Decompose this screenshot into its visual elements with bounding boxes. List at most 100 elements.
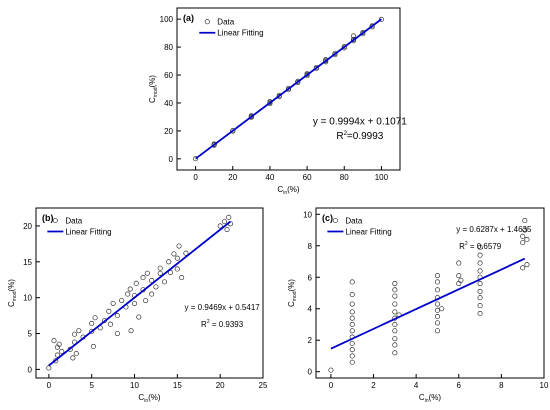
data-point [456,281,462,287]
fit-line [195,18,382,160]
data-point [349,315,355,321]
y-tick-label: 0 [308,368,313,377]
data-point [378,16,384,23]
legend-data-label: Data [345,217,362,226]
r-squared-superscript: 2 [465,241,468,247]
data-point [128,328,134,334]
data-point [434,273,441,279]
data-point [133,280,139,286]
data-point [174,255,180,261]
data-point [127,286,133,292]
y-axis-title-unit: (%) [287,279,296,292]
data-point [434,279,441,285]
r-squared-superscript: 2 [207,319,210,325]
data-point [179,275,185,281]
y-axis-title-unit: (%) [148,75,157,88]
data-point [56,341,62,347]
data-point [157,265,163,271]
r-squared-superscript: 2 [344,131,348,137]
data-point [313,64,319,71]
data-point [349,279,355,285]
data-point [149,277,155,283]
data-point [477,295,483,301]
y-tick-label: 20 [164,127,173,136]
data-point [71,331,78,337]
data-point [114,313,120,319]
y-tick-label: 2 [308,336,313,345]
data-point [176,243,182,249]
data-point [131,300,138,306]
data-point [125,291,131,297]
legend-data-marker [52,217,58,224]
x-tick-label: 80 [340,173,349,182]
data-point [285,85,292,91]
data-point [349,321,355,328]
data-point [73,351,79,357]
data-point [520,233,526,239]
data-point [392,336,398,342]
x-tick-label: 0 [329,381,334,390]
data-point [369,23,375,29]
data-point [221,219,228,225]
data-point [349,309,355,315]
r-squared: R2=0.9993 [336,131,383,142]
x-tick-label: 15 [173,381,182,390]
data-point [89,320,95,327]
data-point [217,223,223,229]
data-point [439,306,445,312]
data-point [110,300,116,306]
data-point [349,301,355,307]
y-tick-label: 4 [308,305,313,314]
y-tick-label: 20 [23,222,32,231]
data-point [161,279,168,285]
x-tick-label: 40 [265,173,274,182]
fit-equation: y = 0.6287x + 1.4635 [456,225,532,234]
y-axis-title-subscript: mod [153,87,159,97]
data-point [434,301,441,307]
y-axis-title: Cmod(%) [148,75,159,103]
y-tick-label: 10 [23,294,32,303]
data-point [434,314,441,320]
plot-frame [35,207,264,379]
data-point [434,320,441,326]
panel-label: (c) [322,213,333,223]
r-squared-value: = 0.9393 [210,320,244,329]
fit-equation: y = 0.9469x + 0.5417 [185,303,261,312]
data-point [349,347,355,353]
data-point [477,303,483,309]
data-point [349,359,355,365]
x-axis-title-unit: (%) [429,393,442,402]
data-point [477,268,483,274]
data-point [224,226,230,233]
data-point [92,315,98,321]
fit-line [330,257,526,350]
data-point [456,273,462,279]
data-point [193,156,199,162]
data-point [171,251,177,257]
r-squared-value: = 0.6579 [468,242,502,251]
data-point [360,30,366,36]
x-axis-title: Cin(%) [419,393,441,404]
data-point [90,343,96,349]
data-point [392,321,398,328]
data-point [153,284,159,290]
data-point [434,287,441,293]
legend-fit-label: Linear Fitting [217,29,263,38]
data-point [166,259,172,265]
data-point [458,277,464,283]
data-point [59,348,65,355]
r-squared: R2 = 0.9393 [201,319,244,329]
fit-line [48,220,232,367]
data-point [70,355,76,361]
legend-data-marker [332,217,338,224]
data-point [349,353,355,359]
data-point [136,314,142,320]
data-point [46,365,52,371]
panel-label: (a) [183,13,194,23]
y-axis-title-subscript: mod [292,291,298,301]
data-point [76,328,82,334]
data-point [107,321,114,327]
legend-fit-label: Linear Fitting [65,228,111,237]
y-tick-label: 5 [28,330,33,339]
